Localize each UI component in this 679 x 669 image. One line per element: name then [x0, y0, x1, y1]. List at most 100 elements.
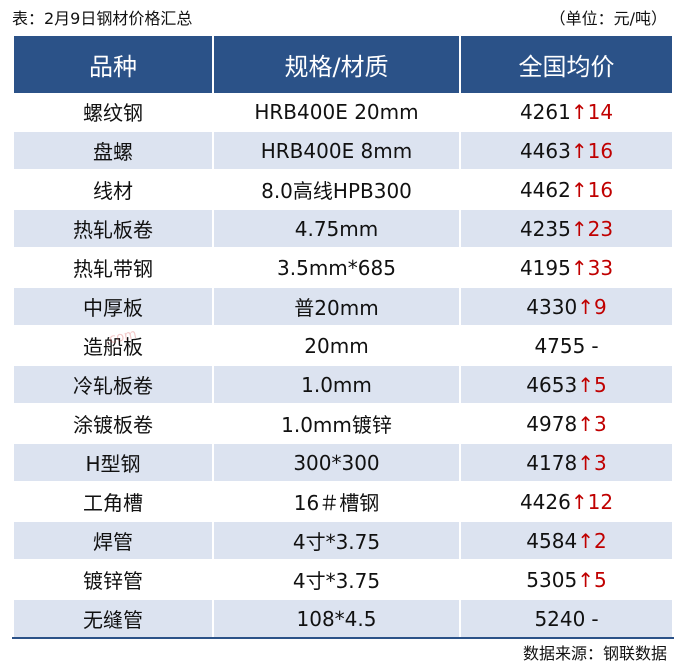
table-row: 涂镀板卷 1.0mm镀锌 4978↑3 [12, 404, 674, 444]
source-note: 数据来源：钢联数据 [522, 644, 667, 663]
variety-cell: 冷轧板卷 [12, 365, 214, 405]
spec-cell: 1.0mm镀锌 [212, 404, 461, 444]
avg-price-cell: 4235↑23 [459, 209, 674, 249]
spec-cell: 1.0mm [212, 365, 461, 405]
table-row: 冷轧板卷 1.0mm 4653↑5 [12, 365, 674, 405]
unit-label: （单位：元/吨） [549, 9, 667, 28]
avg-price-cell: 4978↑3 [459, 404, 674, 444]
price-value: 4235 [519, 216, 571, 241]
variety-cell: 热轧带钢 [12, 248, 214, 288]
avg-price-cell: 4426↑12 [459, 482, 674, 522]
table-row: 热轧板卷 4.75mm 4235↑23 [12, 209, 674, 249]
spec-cell: 8.0高线HPB300 [212, 170, 461, 210]
avg-price-cell: 4463↑16 [459, 131, 674, 171]
avg-price-cell: 4195↑33 [459, 248, 674, 288]
variety-cell: 造船板 [12, 326, 214, 366]
up-arrow-icon: ↑ [577, 372, 594, 397]
spec-cell: 20mm [212, 326, 461, 366]
up-arrow-icon: ↑ [577, 411, 594, 436]
price-value: 5240 [534, 606, 586, 631]
spec-cell: 300*300 [212, 443, 461, 483]
price-change: - [591, 333, 599, 358]
avg-price-cell: 4330↑9 [459, 287, 674, 327]
avg-price-cell: 4261↑14 [459, 93, 674, 132]
price-value: 4462 [519, 177, 571, 202]
avg-price-cell: 4584↑2 [459, 521, 674, 561]
table-row: 螺纹钢 HRB400E 20mm 4261↑14 [12, 93, 674, 132]
table-row: 线材 8.0高线HPB300 4462↑16 [12, 170, 674, 210]
price-change: 5 [593, 372, 607, 397]
table-row: H型钢 300*300 4178↑3 [12, 443, 674, 483]
avg-price-cell: 5240- [459, 599, 674, 639]
avg-price-cell: 4755- [459, 326, 674, 366]
price-table: 品种 规格/材质 全国均价 螺纹钢 HRB400E 20mm 4261↑14 盘螺 HR… [12, 36, 674, 639]
spec-cell: 4.75mm [212, 209, 461, 249]
up-arrow-icon: ↑ [577, 528, 594, 553]
spec-cell: 16＃槽钢 [212, 482, 461, 522]
table-row: 造船板 20mm 4755- [12, 326, 674, 366]
price-value: 4261 [519, 99, 571, 124]
price-value: 4755 [534, 333, 586, 358]
up-arrow-icon: ↑ [570, 216, 588, 241]
avg-price-cell: 5305↑5 [459, 560, 674, 600]
avg-price-cell: 4462↑16 [459, 170, 674, 210]
variety-cell: 焊管 [12, 521, 214, 561]
avg-price-cell: 4178↑3 [459, 443, 674, 483]
price-value: 4178 [526, 450, 578, 475]
variety-cell: H型钢 [12, 443, 214, 483]
variety-cell: 中厚板 [12, 287, 214, 327]
price-change: 23 [587, 216, 614, 241]
price-value: 4978 [526, 411, 578, 436]
variety-cell: 镀锌管 [12, 560, 214, 600]
price-table-body: 螺纹钢 HRB400E 20mm 4261↑14 盘螺 HRB400E 8mm 4463↑… [12, 93, 674, 639]
price-change: 2 [593, 528, 607, 553]
spec-cell: 108*4.5 [212, 599, 461, 639]
spec-cell: 4寸*3.75 [212, 521, 461, 561]
caption-bar: 表：2月9日钢材价格汇总 （单位：元/吨） [12, 6, 667, 32]
price-value: 4195 [519, 255, 571, 280]
spec-cell: HRB400E 20mm [212, 93, 461, 132]
price-change: 33 [587, 255, 614, 280]
header-row: 品种 规格/材质 全国均价 [12, 36, 674, 93]
spec-cell: 普20mm [212, 287, 461, 327]
price-change: 12 [587, 489, 614, 514]
variety-cell: 螺纹钢 [12, 93, 214, 132]
up-arrow-icon: ↑ [577, 567, 594, 592]
variety-cell: 线材 [12, 170, 214, 210]
price-change: - [591, 606, 599, 631]
variety-cell: 工角槽 [12, 482, 214, 522]
table-row: 工角槽 16＃槽钢 4426↑12 [12, 482, 674, 522]
spec-cell: 3.5mm*685 [212, 248, 461, 288]
table-row: 焊管 4寸*3.75 4584↑2 [12, 521, 674, 561]
header-variety: 品种 [12, 36, 214, 93]
table-row: 中厚板 普20mm 4330↑9 [12, 287, 674, 327]
price-change: 16 [587, 138, 614, 163]
table-row: 盘螺 HRB400E 8mm 4463↑16 [12, 131, 674, 171]
up-arrow-icon: ↑ [570, 99, 588, 124]
variety-cell: 热轧板卷 [12, 209, 214, 249]
header-spec: 规格/材质 [212, 36, 461, 93]
table-row: 无缝管 108*4.5 5240- [12, 599, 674, 639]
variety-cell: 涂镀板卷 [12, 404, 214, 444]
price-value: 5305 [526, 567, 578, 592]
price-change: 9 [593, 294, 607, 319]
price-change: 14 [587, 99, 614, 124]
price-change: 16 [587, 177, 614, 202]
header-avg-price: 全国均价 [459, 36, 674, 93]
price-value: 4653 [526, 372, 578, 397]
spec-cell: 4寸*3.75 [212, 560, 461, 600]
spec-cell: HRB400E 8mm [212, 131, 461, 171]
price-change: 5 [593, 567, 607, 592]
price-value: 4330 [526, 294, 578, 319]
variety-cell: 无缝管 [12, 599, 214, 639]
up-arrow-icon: ↑ [570, 177, 588, 202]
table-title: 表：2月9日钢材价格汇总 [12, 9, 193, 28]
price-value: 4463 [519, 138, 571, 163]
price-value: 4584 [526, 528, 578, 553]
up-arrow-icon: ↑ [570, 489, 588, 514]
price-change: 3 [593, 450, 607, 475]
avg-price-cell: 4653↑5 [459, 365, 674, 405]
table-row: 热轧带钢 3.5mm*685 4195↑33 [12, 248, 674, 288]
variety-cell: 盘螺 [12, 131, 214, 171]
